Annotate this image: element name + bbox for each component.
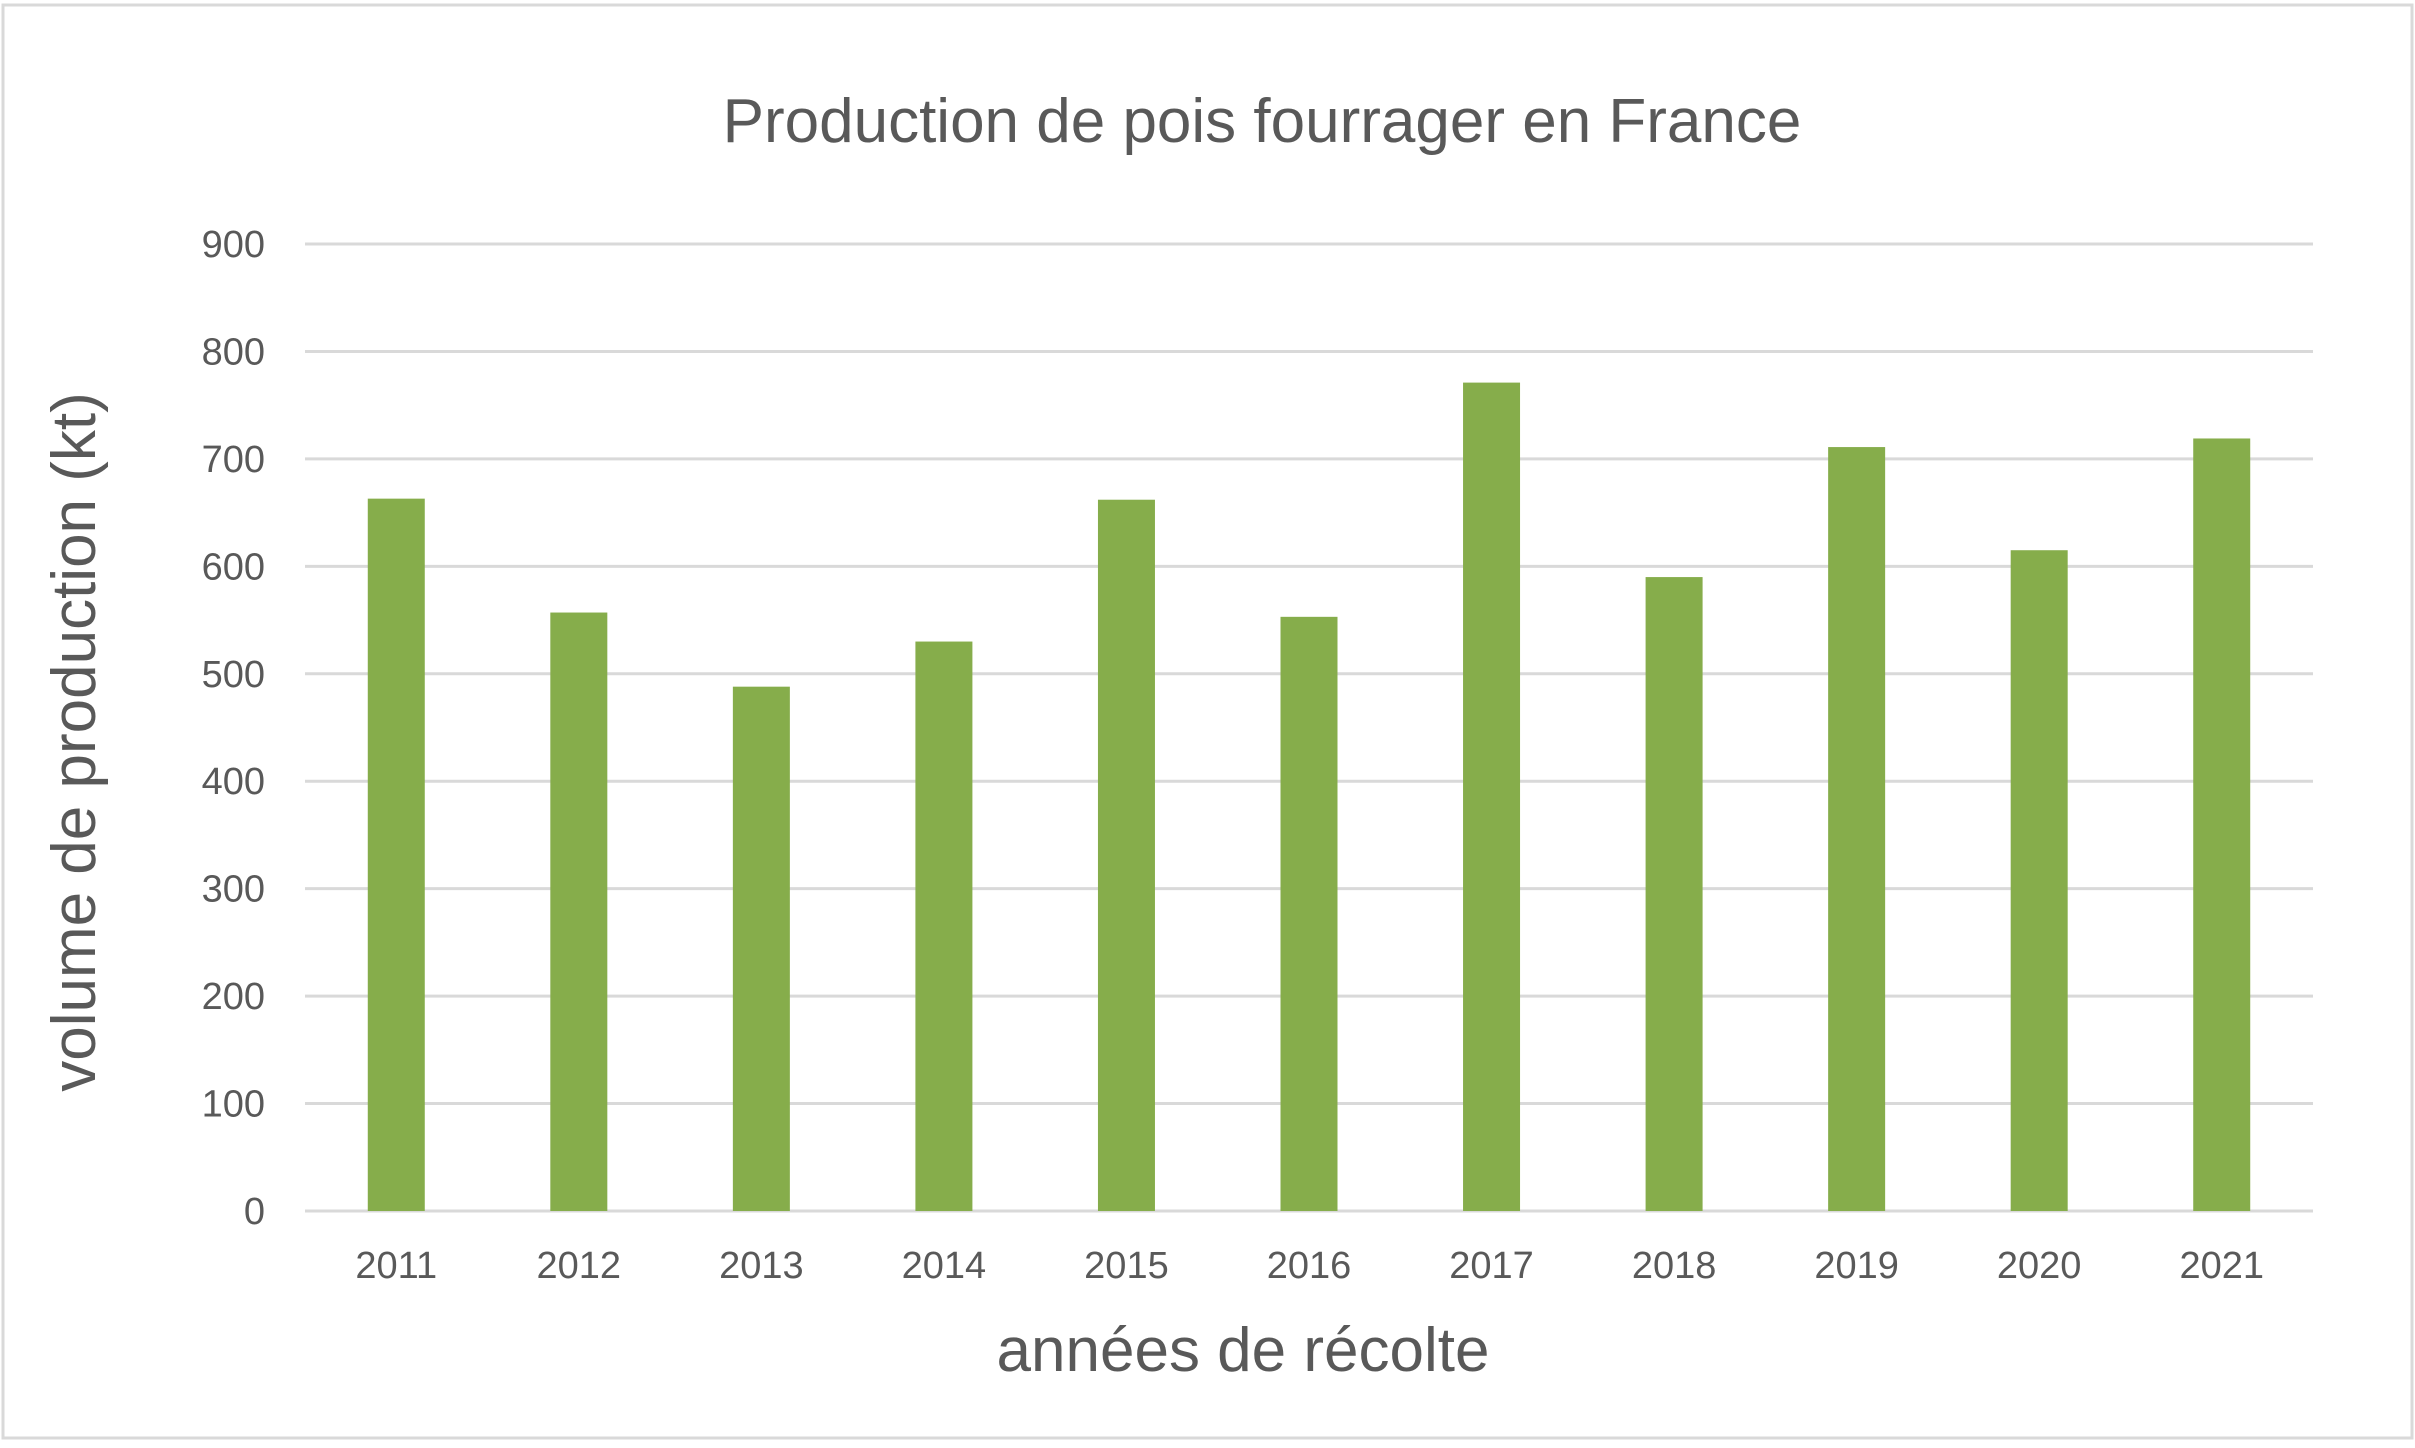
- x-tick-label: 2020: [1997, 1245, 2082, 1287]
- bar-2016: [1280, 616, 1338, 1211]
- y-tick-label: 600: [202, 546, 265, 588]
- y-tick-label: 300: [202, 869, 265, 911]
- y-tick-label: 100: [202, 1084, 265, 1126]
- bar-2017: [1463, 382, 1521, 1211]
- x-tick-label: 2021: [2179, 1245, 2264, 1287]
- y-tick-label: 900: [202, 224, 265, 266]
- bar-2013: [732, 686, 790, 1211]
- y-tick-label: 700: [202, 439, 265, 481]
- bar-2015: [1097, 499, 1155, 1211]
- bar-2021: [2193, 438, 2251, 1211]
- x-tick-label: 2013: [719, 1245, 804, 1287]
- y-axis-title: volume de production (kt): [40, 392, 109, 1092]
- y-tick-label: 800: [202, 331, 265, 373]
- x-axis-ticks: 2011 2012 2013 2014 2015 2016 2017 2018 2019 2020…: [355, 1245, 2264, 1287]
- gridlines: [305, 242, 2313, 1213]
- y-tick-label: 0: [244, 1191, 265, 1233]
- x-tick-label: 2011: [355, 1245, 437, 1287]
- x-axis-title: années de récolte: [997, 1316, 1490, 1385]
- x-tick-label: 2016: [1267, 1245, 1352, 1287]
- x-tick-label: 2018: [1632, 1245, 1717, 1287]
- bar-2018: [1645, 577, 1703, 1211]
- x-tick-label: 2015: [1084, 1245, 1169, 1287]
- y-tick-label: 400: [202, 761, 265, 803]
- x-tick-label: 2019: [1814, 1245, 1899, 1287]
- x-tick-label: 2014: [902, 1245, 987, 1287]
- bar-2019: [1828, 447, 1886, 1211]
- y-tick-label: 500: [202, 654, 265, 696]
- bars: [367, 382, 2251, 1212]
- y-tick-label: 200: [202, 976, 265, 1018]
- bar-2014: [915, 641, 973, 1211]
- bar-2020: [2010, 550, 2068, 1211]
- x-tick-label: 2017: [1449, 1245, 1534, 1287]
- y-axis-ticks: 0 100 200 300 400 500 600 700 800 900: [202, 224, 265, 1233]
- chart-title: Production de pois fourrager en France: [723, 87, 1802, 156]
- bar-2012: [550, 612, 608, 1211]
- bar-2011: [367, 498, 425, 1212]
- x-tick-label: 2012: [537, 1245, 622, 1287]
